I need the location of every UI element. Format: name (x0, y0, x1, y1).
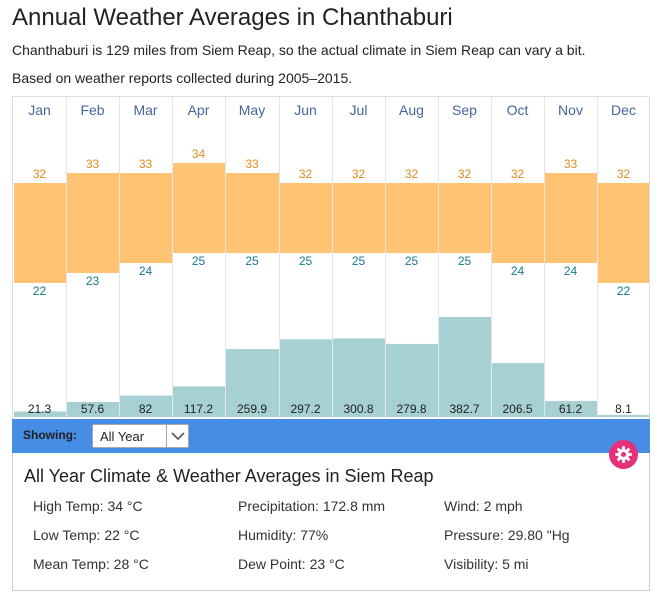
precip-bar (120, 395, 172, 417)
month-label: Jan (28, 102, 51, 118)
month-label: Jul (350, 102, 368, 118)
month-label: Oct (507, 102, 529, 118)
month-label: Jun (294, 102, 317, 118)
temp-range-bar (439, 183, 491, 253)
stat-dew-point: Dew Point: 23 °C (238, 556, 345, 572)
low-temp-label: 24 (511, 264, 525, 278)
precip-label: 259.9 (237, 402, 267, 416)
stat-mean-temp: Mean Temp: 28 °C (33, 556, 149, 572)
climate-chart-svg: Jan 32 22 21.3 Feb 33 23 57.6 Mar 33 24 82 Apr 34 25 11… (14, 97, 649, 419)
low-temp-label: 22 (33, 284, 47, 298)
showing-label: Showing: (23, 428, 77, 442)
high-temp-label: 33 (139, 157, 153, 171)
precip-bar (545, 401, 597, 417)
precip-label: 300.8 (343, 402, 373, 416)
precip-label: 279.8 (396, 402, 426, 416)
low-temp-label: 25 (458, 254, 472, 268)
page-title: Annual Weather Averages in Chanthaburi (12, 4, 453, 31)
month-label: Dec (611, 102, 636, 118)
low-temp-label: 25 (352, 254, 366, 268)
precip-bar (439, 317, 491, 417)
temp-range-bar (67, 173, 119, 273)
gear-icon (615, 446, 632, 463)
low-temp-label: 25 (245, 254, 259, 268)
climate-chart: Jan 32 22 21.3 Feb 33 23 57.6 Mar 33 24 82 Apr 34 25 11… (12, 96, 650, 419)
high-temp-label: 33 (86, 157, 100, 171)
low-temp-label: 24 (139, 264, 153, 278)
high-temp-label: 34 (192, 147, 206, 161)
stat-visibility: Visibility: 5 mi (444, 556, 529, 572)
precip-bar (14, 411, 66, 417)
precip-bar (598, 414, 649, 417)
period-select[interactable]: All Year (92, 424, 189, 448)
stat-pressure: Pressure: 29.80 "Hg (444, 527, 570, 543)
precip-label: 8.1 (615, 402, 632, 416)
month-label: Sep (452, 102, 477, 118)
month-label: Feb (80, 102, 104, 118)
low-temp-label: 23 (86, 274, 100, 288)
temp-range-bar (226, 173, 279, 253)
precip-label: 117.2 (184, 402, 213, 416)
stat-precipitation: Precipitation: 172.8 mm (238, 498, 386, 514)
high-temp-label: 33 (564, 157, 578, 171)
month-label: Apr (188, 102, 210, 118)
precip-bar (226, 349, 279, 417)
precip-label: 297.2 (290, 402, 320, 416)
temp-range-bar (333, 183, 385, 253)
low-temp-label: 24 (564, 264, 578, 278)
precip-label: 382.7 (449, 402, 479, 416)
precip-label: 61.2 (559, 402, 583, 416)
stat-high-temp: High Temp: 34 °C (33, 498, 143, 514)
high-temp-label: 32 (617, 167, 631, 181)
period-toolbar: Showing: All Year (12, 419, 650, 453)
high-temp-label: 32 (405, 167, 419, 181)
summary-title: All Year Climate & Weather Averages in S… (24, 466, 434, 486)
period-select-value: All Year (100, 429, 145, 444)
stat-low-temp: Low Temp: 22 °C (33, 527, 140, 543)
precip-bar (492, 363, 544, 417)
low-temp-label: 25 (405, 254, 419, 268)
temp-range-bar (173, 163, 225, 253)
temp-range-bar (386, 183, 438, 253)
precip-bar (333, 338, 385, 417)
precip-label: 82 (139, 402, 153, 416)
precip-bar (386, 343, 438, 417)
month-label: Nov (558, 102, 583, 118)
low-temp-label: 25 (192, 254, 206, 268)
precip-label: 21.3 (28, 402, 52, 416)
distance-note: Chanthaburi is 129 miles from Siem Reap,… (12, 42, 586, 58)
month-label: Aug (399, 102, 424, 118)
temp-range-bar (280, 183, 332, 253)
high-temp-label: 32 (458, 167, 472, 181)
high-temp-label: 32 (352, 167, 366, 181)
temp-range-bar (120, 173, 172, 263)
summary-panel: All Year Climate & Weather Averages in S… (12, 453, 650, 591)
month-label: May (239, 102, 265, 118)
month-label: Mar (133, 102, 157, 118)
temp-range-bar (492, 183, 544, 263)
chevron-down-icon[interactable] (166, 425, 188, 447)
data-period-note: Based on weather reports collected durin… (12, 70, 353, 86)
precip-label: 206.5 (502, 402, 532, 416)
high-temp-label: 32 (33, 167, 47, 181)
low-temp-label: 22 (617, 284, 631, 298)
stat-wind: Wind: 2 mph (444, 498, 523, 514)
stat-humidity: Humidity: 77% (238, 527, 329, 543)
precip-bar (280, 339, 332, 417)
precip-bar (173, 386, 225, 417)
low-temp-label: 25 (299, 254, 313, 268)
temp-range-bar (14, 183, 66, 283)
precip-label: 57.6 (81, 402, 105, 416)
temp-range-bar (545, 173, 597, 263)
settings-button[interactable] (609, 440, 638, 469)
high-temp-label: 32 (299, 167, 313, 181)
temp-range-bar (598, 183, 649, 283)
high-temp-label: 32 (511, 167, 525, 181)
high-temp-label: 33 (245, 157, 259, 171)
precip-bar (67, 401, 119, 417)
